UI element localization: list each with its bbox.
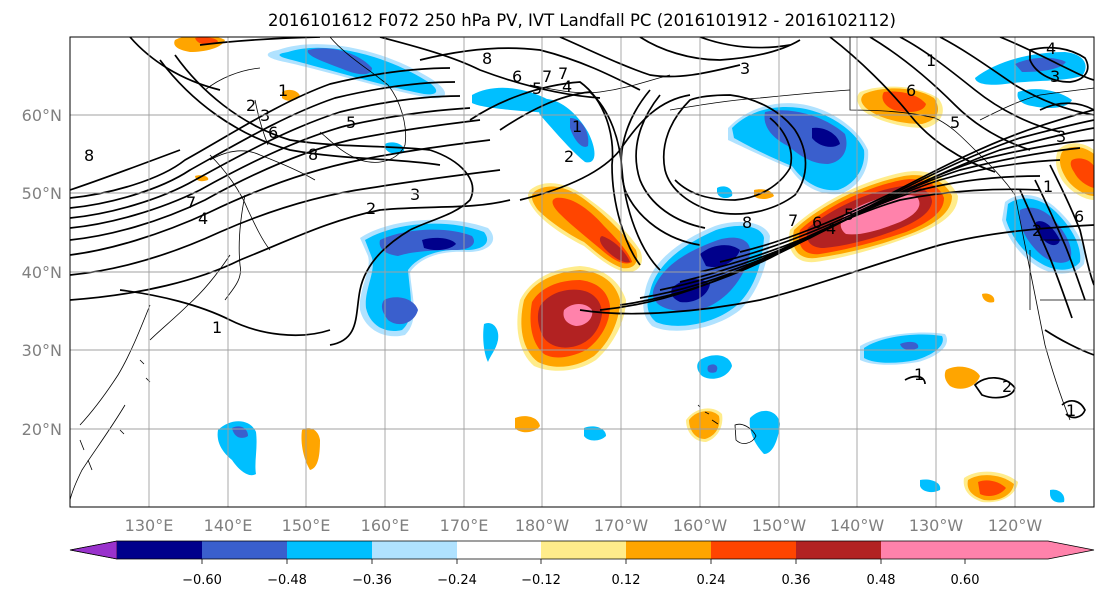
contour-label: 5 — [844, 205, 854, 224]
negative-anomaly-region — [1002, 195, 1085, 274]
lat-tick-label: 60°N — [22, 106, 62, 125]
contour-label: 7 — [788, 211, 798, 230]
lon-tick-label: 150°E — [282, 516, 331, 535]
contour-label: 4 — [562, 77, 572, 96]
lon-tick-label: 160°W — [673, 516, 728, 535]
colorbar-extend-low — [69, 540, 118, 560]
colorbar-segment — [711, 541, 796, 559]
latitude-labels: 20°N 30°N 40°N 50°N 60°N — [22, 106, 62, 439]
colorbar-segment — [626, 541, 711, 559]
colorbar-segment — [202, 541, 287, 559]
contour-label: 6 — [512, 67, 522, 86]
colorbar-outline — [69, 540, 1095, 560]
contour-label: 3 — [410, 185, 420, 204]
contour-label: 8 — [84, 146, 94, 165]
lon-tick-label: 140°W — [830, 516, 885, 535]
lat-tick-label: 50°N — [22, 184, 62, 203]
lon-tick-label: 120°W — [988, 516, 1043, 535]
lon-tick-label: 150°W — [752, 516, 807, 535]
colorbar-tick-label: 0.36 — [782, 573, 811, 588]
lon-tick-label: 170°W — [594, 516, 649, 535]
contour-label: 7 — [186, 193, 196, 212]
contour-label: 1 — [278, 81, 288, 100]
colorbar-tick-label: −0.24 — [437, 573, 477, 588]
contour-label: 2 — [564, 147, 574, 166]
contour-label: 3 — [260, 106, 270, 125]
lat-tick-label: 30°N — [22, 341, 62, 360]
colorbar-segment — [287, 541, 372, 559]
map-frame — [69, 36, 1095, 508]
contour-label: 8 — [308, 145, 318, 164]
colorbar-tick-label: 0.12 — [612, 573, 641, 588]
graticule — [70, 37, 1094, 507]
colorbar-segment — [541, 541, 626, 559]
colorbar: −0.60 −0.48 −0.36 −0.24 −0.12 0.12 0.24 … — [69, 540, 1095, 588]
contour-label: 1 — [1066, 401, 1076, 420]
contour-label: 7 — [558, 64, 568, 83]
colorbar-segment — [372, 541, 457, 559]
contour-label: 6 — [906, 81, 916, 100]
negative-anomaly-region — [860, 332, 947, 365]
contour-label: 8 — [742, 213, 752, 232]
colorbar-tick-label: 0.48 — [867, 573, 896, 588]
colorbar-tick-label: 0.24 — [697, 573, 726, 588]
contour-labels: 8 7 6 5 4 3 2 1 1 2 3 6 8 4 8 7 3 5 6 7 — [84, 39, 1084, 420]
lon-tick-label: 170°E — [440, 516, 489, 535]
longitude-labels: 130°E 140°E 150°E 160°E 170°E 180°W 170°… — [125, 516, 1043, 535]
lat-tick-label: 20°N — [22, 420, 62, 439]
contour-label: 6 — [268, 123, 278, 142]
lon-tick-label: 160°E — [361, 516, 410, 535]
contour-label: 5 — [950, 113, 960, 132]
contour-label: 4 — [198, 209, 208, 228]
map-title: 2016101612 F072 250 hPa PV, IVT Landfall… — [268, 11, 896, 30]
lon-tick-label: 130°W — [909, 516, 964, 535]
contour-label: 4 — [826, 219, 836, 238]
coastlines — [70, 37, 1094, 501]
colorbar-tick-label: 0.60 — [951, 573, 980, 588]
colorbar-tick-label: −0.48 — [267, 573, 307, 588]
contour-label: 4 — [1046, 39, 1056, 58]
contour-label: 6 — [1074, 207, 1084, 226]
contour-label: 3 — [1056, 127, 1066, 146]
contour-label: 2 — [1032, 221, 1042, 240]
negative-anomaly-region — [728, 103, 869, 195]
positive-anomaly-region — [517, 183, 643, 371]
contour-label: 7 — [542, 67, 552, 86]
negative-anomaly-region — [359, 219, 494, 337]
positive-anomaly-region — [174, 37, 1094, 200]
contour-label: 2 — [1002, 377, 1012, 396]
colorbar-tick-label: −0.60 — [182, 573, 222, 588]
contour-label: 5 — [532, 79, 542, 98]
colorbar-tick-label: −0.36 — [352, 573, 392, 588]
negative-anomaly-region — [217, 142, 1065, 503]
lat-tick-label: 40°N — [22, 263, 62, 282]
contour-label: 1 — [572, 117, 582, 136]
contour-label: 5 — [346, 113, 356, 132]
colorbar-segment — [796, 541, 881, 559]
contour-label: 1 — [212, 318, 222, 337]
positive-anomaly-region — [789, 171, 958, 263]
contour-label: 3 — [740, 59, 750, 78]
map-panel: 8 7 6 5 4 3 2 1 1 2 3 6 8 4 8 7 3 5 6 7 — [69, 36, 1095, 508]
contour-label: 1 — [1043, 177, 1053, 196]
colorbar-segment — [881, 541, 965, 559]
lon-tick-label: 140°E — [204, 516, 253, 535]
contour-label: 2 — [366, 199, 376, 218]
contour-label: 8 — [482, 49, 492, 68]
lon-tick-label: 180°W — [515, 516, 570, 535]
colorbar-segment — [457, 541, 541, 559]
contour-label: 1 — [926, 51, 936, 70]
negative-anomaly-region — [267, 44, 446, 99]
contour-label: 6 — [812, 213, 822, 232]
contour-label: 3 — [1050, 67, 1060, 86]
contour-label: 2 — [246, 96, 256, 115]
colorbar-segment — [117, 541, 202, 559]
lon-tick-label: 130°E — [125, 516, 174, 535]
contour-label: 1 — [914, 365, 924, 384]
shaded-anomalies — [174, 37, 1094, 503]
colorbar-tick-label: −0.12 — [521, 573, 561, 588]
